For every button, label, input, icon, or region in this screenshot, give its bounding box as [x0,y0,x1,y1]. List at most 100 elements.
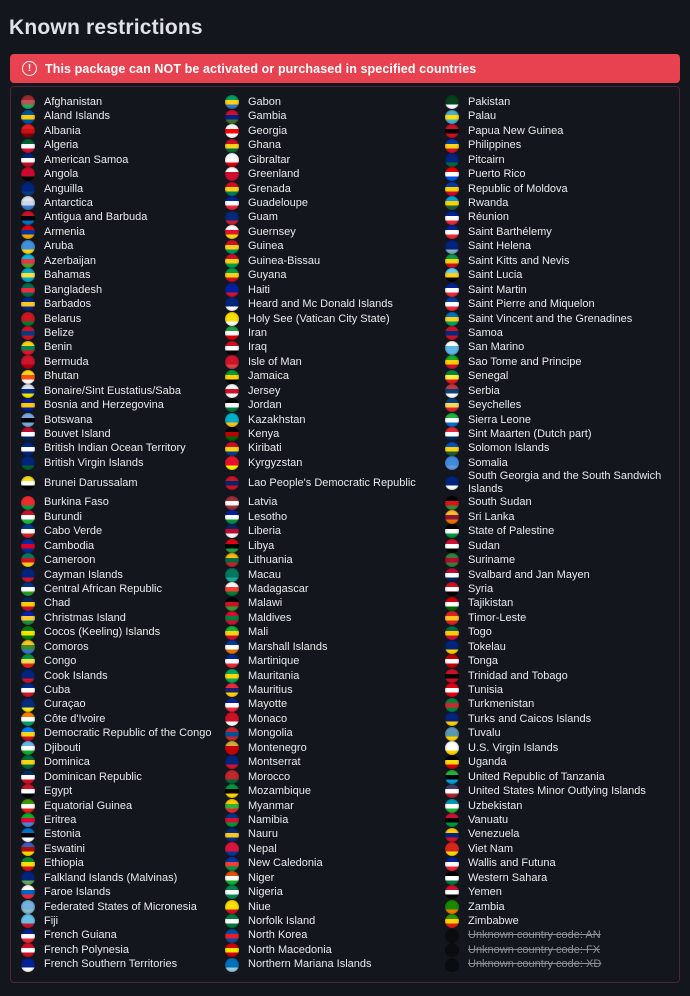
country-item: Nigeria [225,885,445,900]
country-label: Kiribati [248,442,282,455]
country-flag-icon [21,398,35,413]
country-item: Jamaica [225,369,445,384]
country-item: Cameroon [21,553,225,568]
country-item: Guyana [225,268,445,283]
country-flag-icon [445,282,459,297]
country-item: Djibouti [21,741,225,756]
country-flag-icon [21,297,35,312]
country-label: Guinea-Bissau [248,254,321,267]
country-flag-icon [21,311,35,326]
country-label: Tokelau [468,640,506,653]
country-flag-icon [445,567,459,582]
country-flag-icon [21,553,35,568]
country-flag-icon [225,282,239,297]
country-item: North Korea [225,928,445,943]
country-label: Ethiopia [44,857,84,870]
country-item: Bangladesh [21,282,225,297]
country-flag-icon [225,340,239,355]
country-item: Lao People's Democratic Republic [225,470,445,495]
country-flag-icon [225,225,239,240]
country-flag-icon [21,654,35,669]
country-label: Holy See (Vatican City State) [248,312,390,325]
restriction-warning-banner: ! This package can NOT be activated or p… [10,54,680,83]
country-flag-icon [445,268,459,283]
country-label: Dominican Republic [44,770,142,783]
country-item: Lithuania [225,553,445,568]
country-item: Nepal [225,842,445,857]
country-item: Maldives [225,611,445,626]
country-label: Jordan [248,399,282,412]
country-item: Afghanistan [21,95,225,110]
country-flag-icon [225,827,239,842]
country-label: Madagascar [248,582,309,595]
country-item: Turkmenistan [445,697,669,712]
country-item: Marshall Islands [225,639,445,654]
country-item: Suriname [445,553,669,568]
country-label: Falkland Islands (Malvinas) [44,871,178,884]
country-label: Lithuania [248,554,293,567]
country-flag-icon [21,475,35,490]
country-label: Christmas Island [44,611,126,624]
country-flag-icon [445,95,459,110]
country-label: Libya [248,539,275,552]
country-label: Syria [468,582,494,595]
country-flag-icon [445,553,459,568]
country-flag-icon [445,355,459,370]
country-label: Pitcairn [468,153,505,166]
country-flag-icon [445,856,459,871]
country-item: American Samoa [21,152,225,167]
country-flag-icon [445,210,459,225]
country-item: Burkina Faso [21,495,225,510]
country-flag-icon [21,124,35,139]
country-item: Senegal [445,369,669,384]
country-flag-icon [445,596,459,611]
country-label: Sierra Leone [468,413,531,426]
country-label: Saint Pierre and Miquelon [468,298,595,311]
country-flag-icon [21,784,35,799]
country-flag-icon [21,510,35,525]
country-label: Saint Helena [468,240,531,253]
country-item: Sint Maarten (Dutch part) [445,427,669,442]
country-flag-icon [445,914,459,929]
country-flag-icon [225,784,239,799]
country-flag-icon [21,726,35,741]
country-label: Réunion [468,211,509,224]
country-item: Viet Nam [445,842,669,857]
country-item: Kyrgyzstan [225,456,445,471]
country-label: North Korea [248,929,308,942]
country-label: Uganda [468,756,507,769]
country-item: Central African Republic [21,582,225,597]
country-label: Cocos (Keeling) Islands [44,626,161,639]
country-flag-icon [445,755,459,770]
country-item: Venezuela [445,827,669,842]
country-item: Yemen [445,885,669,900]
country-item: French Southern Territories [21,957,225,972]
country-item: Zimbabwe [445,914,669,929]
country-flag-icon [445,297,459,312]
country-label: Togo [468,626,492,639]
country-label: Tonga [468,655,498,668]
country-label: British Indian Ocean Territory [44,442,186,455]
country-item: Uzbekistan [445,798,669,813]
country-flag-icon [21,326,35,341]
country-label: Western Sahara [468,871,548,884]
country-label: Albania [44,124,81,137]
country-item: Trinidad and Tobago [445,668,669,683]
country-label: Tunisia [468,684,504,697]
country-label: Montenegro [248,741,307,754]
country-flag-icon [225,639,239,654]
country-item: Estonia [21,827,225,842]
country-item: Côte d'Ivoire [21,712,225,727]
country-flag-icon [225,596,239,611]
country-label: Suriname [468,554,516,567]
country-flag-icon [445,943,459,958]
country-item: Grenada [225,181,445,196]
country-item: Nauru [225,827,445,842]
country-label: Guam [248,211,278,224]
country-flag-icon [225,210,239,225]
country-item: Somalia [445,456,669,471]
country-item: Republic of Moldova [445,181,669,196]
country-item: Liberia [225,524,445,539]
country-item: Belarus [21,311,225,326]
unknown-country-item: Unknown country code: FX [445,943,669,958]
